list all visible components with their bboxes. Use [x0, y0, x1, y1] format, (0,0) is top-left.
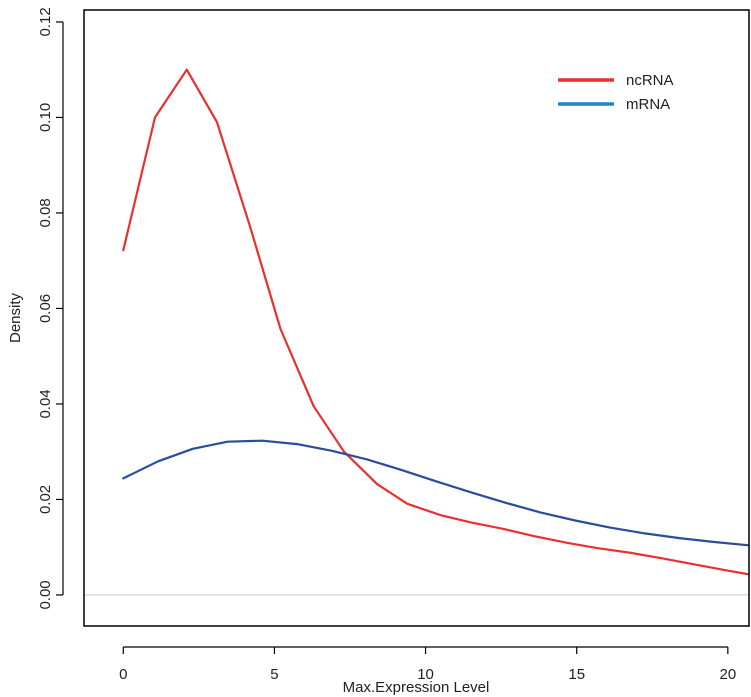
y-tick-label: 0.10: [37, 103, 54, 132]
y-axis-title: Density: [7, 292, 24, 343]
y-tick-label: 0.04: [37, 389, 54, 418]
legend: ncRNA mRNA: [558, 72, 674, 113]
y-tick-label: 0.12: [37, 7, 54, 36]
series-line-ncrna: [122, 68, 749, 576]
x-tick-label: 5: [270, 666, 278, 683]
y-tick-label: 0.00: [37, 580, 54, 609]
series-layer: [122, 68, 749, 576]
y-tick-label: 0.02: [37, 485, 54, 514]
legend-label-ncrna: ncRNA: [626, 72, 674, 89]
y-tick-label: 0.06: [37, 294, 54, 323]
x-tick-label: 0: [119, 666, 127, 683]
x-tick-label: 10: [417, 666, 434, 683]
y-axis: 0.00 0.02 0.04 0.06 0.08 0.10 0.12: [37, 7, 64, 610]
x-tick-label: 15: [568, 666, 585, 683]
series-line-mrna: [122, 439, 749, 547]
x-axis: 0 5 10 15 20: [119, 646, 736, 683]
x-axis-title: Max.Expression Level: [343, 679, 490, 696]
y-tick-label: 0.08: [37, 198, 54, 227]
x-tick-label: 20: [719, 666, 736, 683]
legend-label-mrna: mRNA: [626, 96, 670, 113]
plot-frame: [83, 9, 750, 627]
